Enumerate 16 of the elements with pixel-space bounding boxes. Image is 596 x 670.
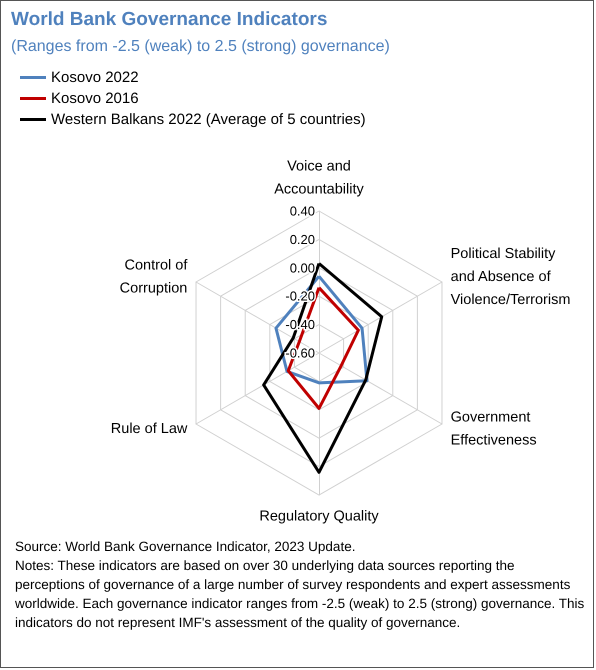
chart-title: World Bank Governance Indicators [11, 9, 328, 31]
spoke-label: Rule of Law [110, 421, 188, 437]
y-tick-label: 0.20 [290, 232, 315, 247]
legend-label: Kosovo 2022 [51, 69, 139, 86]
text: Notes: These indicators are based on over 30 underlying data sources reporting the perceptions of governance of a large number of survey respondents and expert assessments worldwide. Each governance indicator ranges from -2.5 (weak) to 2.5 (strong) governance. This indicators do not represent IMF's assessment of the quality of governance. [15, 557, 585, 632]
legend-label: Western Balkans 2022 (Average of 5 countries) [51, 111, 366, 128]
chart-subtitle: (Ranges from -2.5 (weak) to 2.5 (strong) governance) [11, 38, 390, 56]
spoke-label: Government Effectiveness [450, 410, 537, 448]
source-note: Source: World Bank Governance Indicator, 2023 Update. [15, 538, 356, 556]
legend-label: Kosovo 2016 [51, 90, 139, 107]
spoke-label: Regulatory Quality [259, 508, 380, 524]
spoke-label: Voice and Accountability [274, 158, 364, 198]
y-tick-label: 0.00 [290, 260, 315, 276]
spoke-label: Political Stability and Absence of Violence/Terrorism [450, 246, 570, 308]
y-tick-label: 0.40 [290, 204, 315, 218]
spoke-label: Control of Corruption [120, 258, 188, 296]
